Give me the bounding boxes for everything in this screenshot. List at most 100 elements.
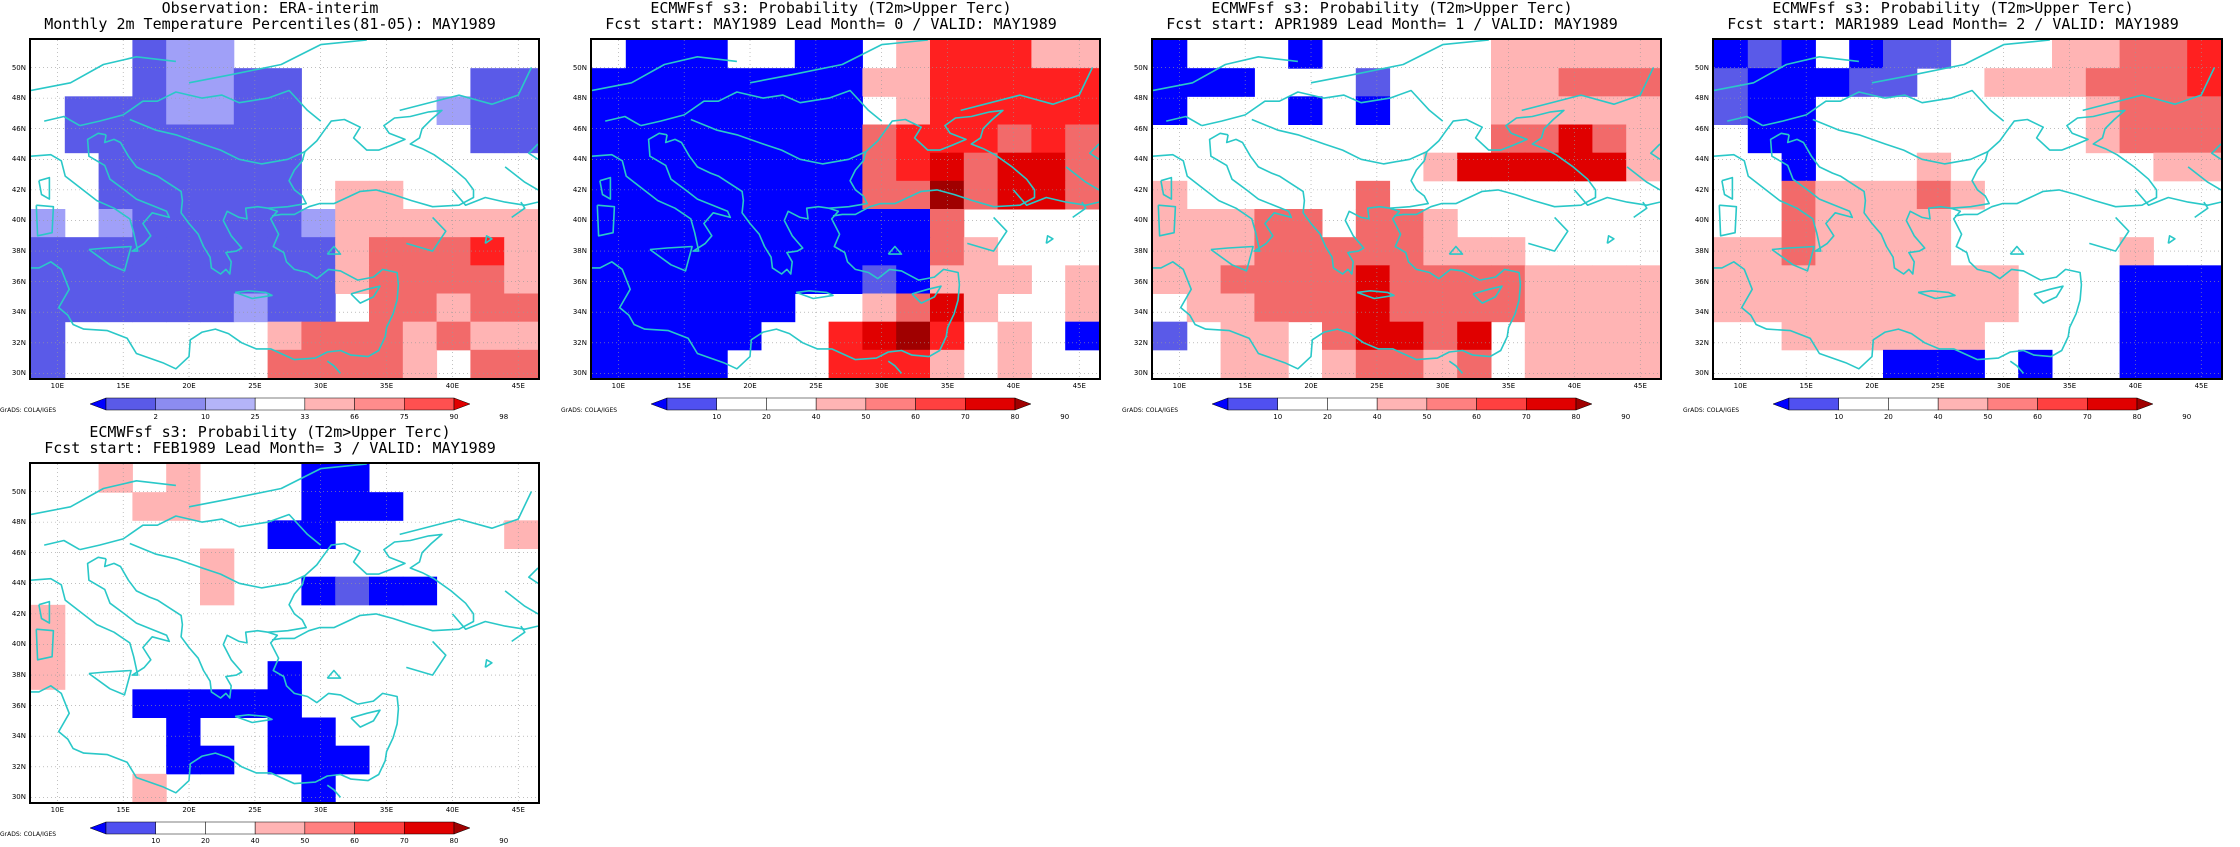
- grid-cell: [436, 321, 471, 351]
- grid-cell: [31, 604, 66, 634]
- lon-label: 10E: [50, 382, 64, 390]
- grid-cell: [335, 321, 370, 351]
- grid-cell: [1626, 349, 1660, 378]
- coastline: [35, 628, 55, 661]
- title-line2: Monthly 2m Temperature Percentiles(81-05…: [44, 15, 496, 33]
- coastline: [1153, 55, 1298, 92]
- colorbar-label: 80: [2132, 413, 2142, 421]
- colorbar-segment: [1014, 397, 1031, 411]
- grid-cell: [233, 209, 269, 238]
- grid-cell: [862, 209, 897, 238]
- map-svg: [1714, 40, 2221, 378]
- coastline: [1210, 245, 1254, 272]
- grid-cell: [132, 40, 167, 69]
- grid-cell: [1883, 265, 1918, 294]
- grid-cell: [267, 520, 302, 549]
- lat-label: 38N: [11, 247, 26, 256]
- grid-cell: [402, 209, 438, 238]
- lon-label: 25E: [1370, 382, 1384, 390]
- grid-cell: [828, 40, 863, 69]
- panel-lead-1: ECMWFsf s3: Probability (T2m>Upper Terc)…: [1122, 0, 1662, 421]
- lon-label: 30E: [314, 382, 328, 390]
- colorbar-labels: 10 20 40 50 60 70 80 90: [1212, 413, 1630, 423]
- grid-cell: [335, 237, 370, 266]
- lon-label: 30E: [1436, 382, 1450, 390]
- grid-cell: [1849, 40, 1884, 69]
- grid-cell: [470, 265, 505, 294]
- coastline: [1157, 204, 1177, 237]
- lat-labels: 50N 48N 46N 44N 42N 40N 38N 36N 34N 32N 30N: [561, 38, 589, 380]
- coastline: [1606, 235, 1615, 245]
- grid-cell: [1781, 152, 1816, 182]
- coastline: [1153, 132, 1293, 252]
- grid-cell: [727, 293, 762, 323]
- lat-label: 34N: [11, 732, 26, 741]
- credit-label: GrADS: COLA/IGES: [561, 407, 618, 414]
- grid-cell: [504, 265, 538, 294]
- lat-label: 46N: [572, 124, 587, 133]
- coastline: [31, 558, 400, 794]
- grid-cell: [1558, 321, 1593, 351]
- map-area: [29, 462, 540, 804]
- lat-label: 40N: [11, 640, 26, 649]
- colorbar-segment: [404, 397, 455, 411]
- lat-label: 36N: [572, 277, 587, 286]
- colorbar-segment: [1888, 397, 1939, 411]
- grid-cell: [1592, 152, 1627, 182]
- grid-cell: [794, 209, 830, 238]
- coastline: [592, 132, 732, 252]
- grid-cell: [166, 209, 201, 238]
- grid-cell: [1288, 40, 1323, 69]
- coastline: [1721, 176, 1734, 200]
- grid-cell: [267, 321, 302, 351]
- coastline: [1153, 134, 1522, 370]
- grid-cell: [1031, 68, 1066, 97]
- coastline: [2167, 235, 2176, 245]
- panel-lead-3: ECMWFsf s3: Probability (T2m>Upper Terc)…: [0, 424, 540, 845]
- grid-cell: [1781, 321, 1816, 351]
- grid-cell: [1322, 321, 1357, 351]
- coastline: [592, 134, 961, 370]
- grid-cell: [504, 124, 538, 154]
- grid-cell: [1065, 293, 1099, 323]
- coastline: [326, 669, 342, 679]
- coastline: [188, 40, 367, 84]
- grid-cell: [98, 180, 133, 210]
- lat-label: 48N: [11, 518, 26, 527]
- grid-cell: [200, 96, 235, 125]
- grid-cell: [470, 321, 505, 351]
- colorbar-label: 10: [200, 413, 210, 421]
- lon-label: 30E: [314, 806, 328, 814]
- coastline: [967, 216, 1008, 252]
- coastline: [960, 67, 1094, 112]
- grid-cell: [1747, 265, 1783, 294]
- grid-cell: [2153, 349, 2188, 378]
- coastline: [749, 40, 928, 84]
- grid-cell: [2119, 321, 2154, 351]
- lat-label: 34N: [1694, 308, 1709, 317]
- grid-cell: [1389, 237, 1424, 266]
- grid-cell: [1389, 321, 1424, 351]
- grid-cell: [1491, 40, 1526, 69]
- grid-cell: [794, 180, 830, 210]
- grid-cell: [233, 152, 269, 182]
- coastline: [527, 143, 538, 160]
- grid-cell: [1883, 180, 1918, 210]
- grid-cell: [504, 237, 538, 266]
- lat-label: 32N: [1133, 338, 1148, 347]
- lat-label: 46N: [1133, 124, 1148, 133]
- lat-label: 44N: [11, 155, 26, 164]
- map-area: [29, 38, 540, 380]
- grid-cell: [1916, 237, 1952, 266]
- lat-label: 30N: [572, 369, 587, 378]
- colorbar-segment: [254, 821, 306, 835]
- colorbar-label: 60: [911, 413, 921, 421]
- title-line1: ECMWFsf s3: Probability (T2m>Upper Terc): [1211, 0, 1573, 17]
- grid-cell: [2187, 152, 2221, 182]
- coastline: [1718, 204, 1738, 237]
- grid-cell: [963, 293, 999, 323]
- colorbar-label: 20: [1322, 413, 1332, 421]
- grid-cell: [1558, 293, 1593, 323]
- lon-label: 35E: [379, 806, 394, 814]
- grid-cell: [2187, 265, 2221, 294]
